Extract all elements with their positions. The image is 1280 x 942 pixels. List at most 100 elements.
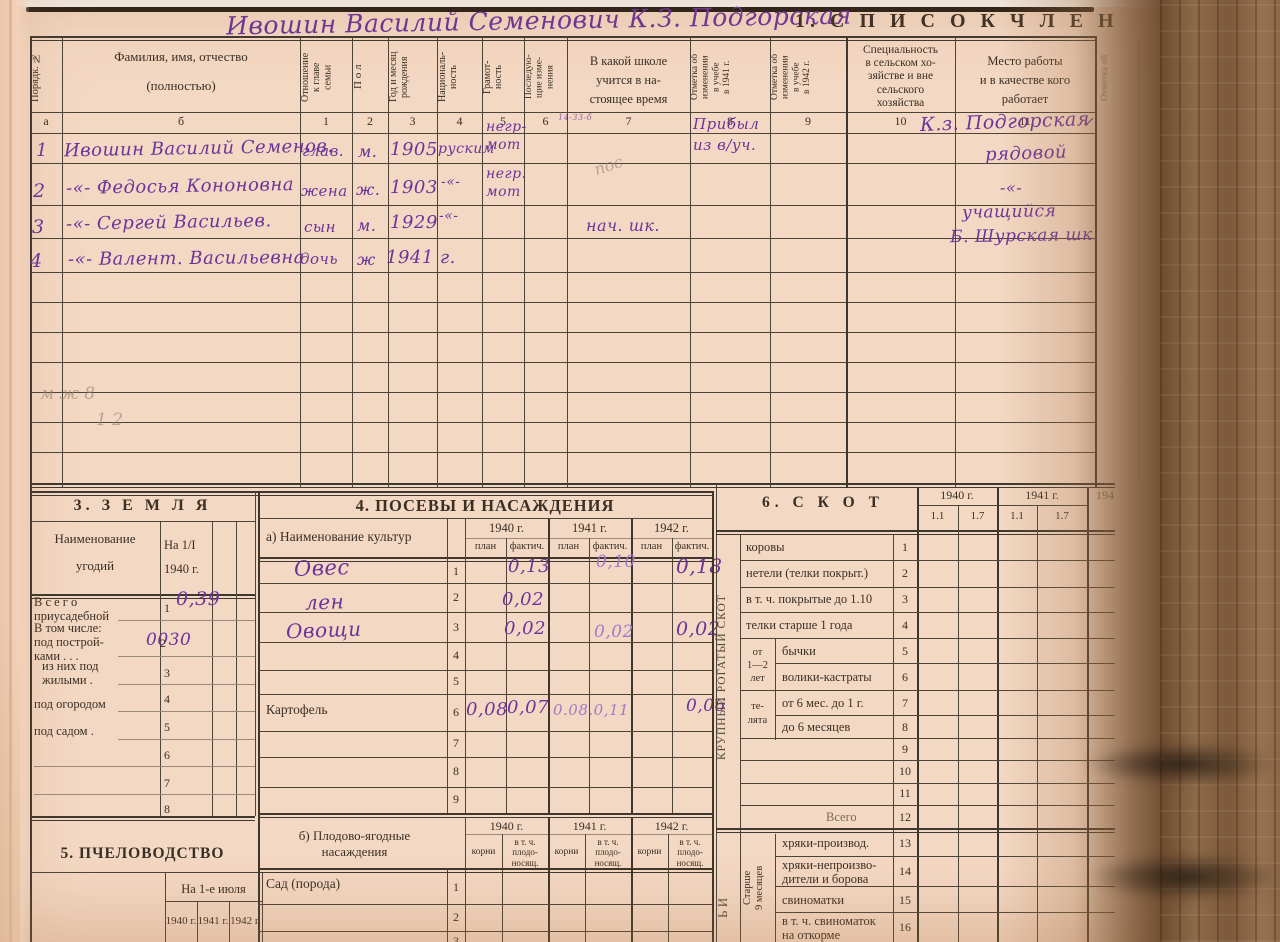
member-name: -«- Федосья Кононовна	[65, 174, 295, 199]
livestock-row-number: 12	[899, 810, 911, 824]
member-nationality: -«-	[439, 208, 459, 224]
rule	[716, 483, 1115, 488]
livestock-row-number: 13	[899, 836, 911, 850]
beekeeping-header: На 1-е июля	[181, 882, 246, 896]
rule	[447, 518, 448, 813]
crop-name: Овощи	[285, 616, 362, 644]
rule	[30, 205, 1095, 206]
rule	[30, 594, 255, 599]
rule	[631, 538, 712, 539]
land-value: 0,39	[176, 588, 221, 610]
col-number: 7	[625, 114, 632, 128]
pencil-note: м ж 8	[40, 384, 96, 404]
col-number: 6	[542, 114, 549, 128]
member-sex: м.	[357, 216, 377, 235]
rule	[30, 36, 1095, 41]
rule	[482, 36, 483, 487]
rule	[30, 816, 255, 821]
rule	[716, 828, 1115, 833]
rule	[300, 36, 301, 487]
fruit-bearing-label: в т. ч. плодо- носящ.	[594, 837, 622, 868]
land-row-number: 3	[164, 666, 170, 680]
rule	[118, 620, 255, 621]
page-top-rule	[26, 7, 1094, 12]
binding-tie-bottom	[1090, 854, 1280, 900]
fruit-row-number: 1	[453, 880, 459, 894]
member-birth-year: 1929	[390, 212, 438, 233]
section4-title: 4. ПОСЕВЫ И НАСАЖДЕНИЯ	[355, 496, 615, 515]
fruit-row-number: 3	[453, 934, 459, 942]
crop-row-number: 8	[453, 764, 459, 778]
livestock-row-label: до 6 месяцев	[782, 720, 851, 734]
member-row-number: 1	[36, 140, 48, 161]
rule	[30, 362, 1095, 363]
col-number: 5	[500, 114, 506, 128]
land-row-label: В с е г о приусадебной	[34, 595, 110, 623]
member-literacy: негр. мот	[486, 166, 527, 201]
beekeeping-year: 1940 г.	[165, 915, 197, 927]
livestock-row-label: коровы	[746, 540, 785, 554]
livestock-row-number: 14	[899, 864, 911, 878]
rule	[712, 491, 714, 942]
rule	[255, 491, 256, 816]
rule	[30, 872, 262, 873]
livestock-row-number: 4	[902, 618, 908, 632]
rule	[631, 817, 633, 942]
crop-value: 0,10	[596, 552, 636, 572]
livestock-row-number: 3	[902, 592, 908, 606]
rule	[958, 505, 959, 942]
land-row-label: из них под жилыми .	[42, 659, 99, 687]
col-number: 9	[805, 114, 811, 128]
rule	[775, 663, 1115, 664]
crop-value: 0,18	[676, 554, 723, 578]
rule	[955, 36, 956, 487]
livestock-row-number: 6	[902, 670, 908, 684]
rule	[775, 715, 1115, 716]
rule	[846, 36, 848, 487]
crop-row-number: 7	[453, 736, 459, 750]
rule	[388, 36, 389, 487]
crop-value: 0,02	[504, 618, 547, 639]
rule	[258, 787, 712, 788]
col-number: 10	[894, 114, 907, 128]
member-nationality: -«-	[441, 174, 461, 190]
rule	[775, 856, 1115, 857]
rule	[690, 36, 691, 487]
rule	[740, 587, 1115, 588]
land-row-label: В том числе: под построй- ками . . .	[34, 621, 104, 663]
livestock-row-label: Всего	[826, 810, 857, 824]
fruit-bearing-label: в т. ч. плодо- носящ.	[676, 837, 704, 868]
rule	[30, 483, 1095, 488]
rule	[740, 612, 1115, 613]
rule	[740, 638, 1115, 639]
land-row-number: 5	[164, 720, 170, 734]
col-header-relation-to-head: Отношение к главе семьи	[300, 52, 334, 102]
rule	[118, 684, 255, 685]
rule	[258, 491, 260, 942]
col-header-specialty: Специальность в сельском хо- зяйстве и в…	[863, 44, 938, 109]
member-relation: дочь	[300, 250, 339, 268]
rule	[30, 392, 1095, 393]
crops-year: 1941 г.	[572, 521, 607, 535]
crop-value: 0,13	[508, 556, 551, 577]
rule	[258, 931, 712, 932]
member-sex: м.	[358, 142, 378, 161]
rule	[34, 766, 255, 767]
land-row-number: 7	[164, 776, 170, 790]
rule	[258, 642, 712, 643]
rule	[585, 834, 586, 942]
fruit-row-label: Сад (порода)	[266, 876, 341, 891]
binding-tie-top	[1085, 744, 1275, 784]
section3-title: 3. З Е М Л Я	[73, 497, 212, 514]
member-nationality: руским	[438, 141, 495, 157]
member-row-number: 3	[32, 216, 45, 238]
rule	[775, 638, 776, 740]
rule	[258, 518, 712, 519]
livestock-row-label: хряки-непроизво- дители и борова	[782, 858, 877, 887]
rule	[258, 670, 712, 671]
crop-row-number: 6	[453, 705, 459, 719]
livestock-row-label: в т. ч. свиноматок на откорме	[782, 914, 876, 942]
rule	[716, 530, 1115, 535]
crop-value: 0,02	[502, 589, 545, 610]
